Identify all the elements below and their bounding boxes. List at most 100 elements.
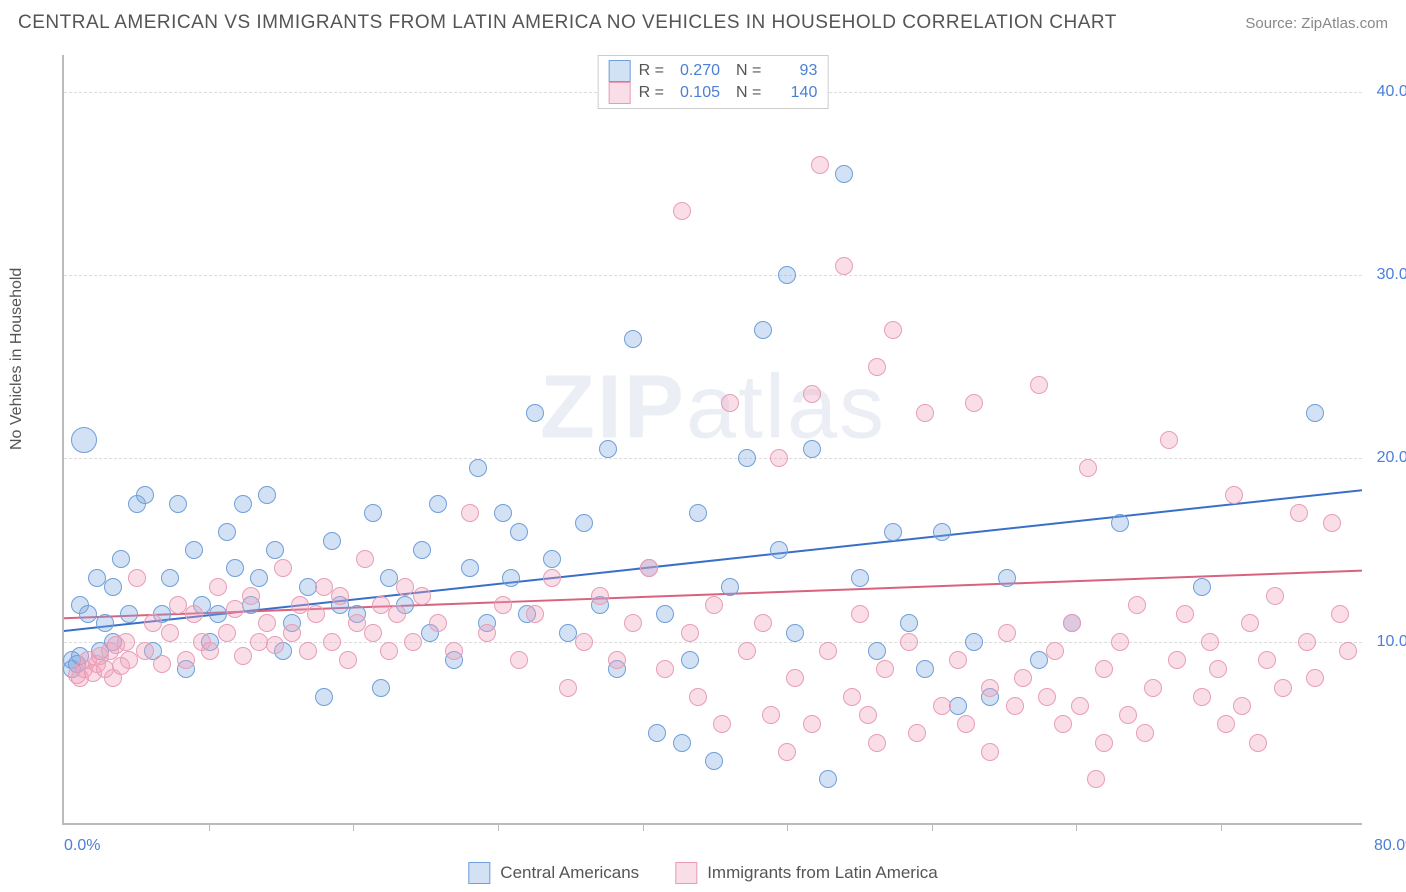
- data-point: [234, 495, 252, 513]
- data-point: [1095, 734, 1113, 752]
- data-point: [1014, 669, 1032, 687]
- data-point: [575, 514, 593, 532]
- data-point: [404, 633, 422, 651]
- data-point: [721, 394, 739, 412]
- data-point: [461, 504, 479, 522]
- data-point: [1038, 688, 1056, 706]
- stat-label-n: N =: [736, 62, 761, 80]
- data-point: [1274, 679, 1292, 697]
- data-point: [396, 578, 414, 596]
- data-point: [250, 633, 268, 651]
- data-point: [323, 532, 341, 550]
- data-point: [88, 569, 106, 587]
- stat-value-n: 93: [769, 62, 817, 80]
- data-point: [543, 550, 561, 568]
- data-point: [673, 202, 691, 220]
- source-label: Source:: [1245, 15, 1297, 32]
- data-point: [1249, 734, 1267, 752]
- data-point: [250, 569, 268, 587]
- data-point: [843, 688, 861, 706]
- x-tick-label: 80.0%: [1374, 837, 1406, 855]
- x-tick-label: 0.0%: [64, 837, 100, 855]
- data-point: [916, 660, 934, 678]
- data-point: [868, 734, 886, 752]
- data-point: [323, 633, 341, 651]
- data-point: [510, 651, 528, 669]
- data-point: [957, 715, 975, 733]
- data-point: [591, 587, 609, 605]
- data-point: [835, 165, 853, 183]
- gridline-h: [64, 458, 1362, 459]
- data-point: [364, 504, 382, 522]
- data-point: [1144, 679, 1162, 697]
- data-point: [900, 633, 918, 651]
- data-point: [705, 752, 723, 770]
- data-point: [1168, 651, 1186, 669]
- data-point: [949, 651, 967, 669]
- legend-label: Immigrants from Latin America: [707, 863, 938, 883]
- data-point: [234, 647, 252, 665]
- data-point: [201, 642, 219, 660]
- data-point: [1298, 633, 1316, 651]
- data-point: [916, 404, 934, 422]
- data-point: [981, 743, 999, 761]
- data-point: [656, 605, 674, 623]
- data-point: [169, 596, 187, 614]
- legend-swatch: [609, 82, 631, 104]
- data-point: [526, 404, 544, 422]
- data-point: [242, 587, 260, 605]
- data-point: [778, 266, 796, 284]
- data-point: [1160, 431, 1178, 449]
- data-point: [908, 724, 926, 742]
- data-point: [819, 770, 837, 788]
- data-point: [608, 651, 626, 669]
- chart-title: CENTRAL AMERICAN VS IMMIGRANTS FROM LATI…: [18, 12, 1117, 34]
- data-point: [770, 541, 788, 559]
- data-point: [226, 600, 244, 618]
- data-point: [998, 569, 1016, 587]
- source-link[interactable]: ZipAtlas.com: [1301, 15, 1388, 32]
- data-point: [413, 541, 431, 559]
- data-point: [640, 559, 658, 577]
- data-point: [161, 569, 179, 587]
- x-tick-mark: [1221, 823, 1222, 831]
- data-point: [1193, 688, 1211, 706]
- data-point: [1006, 697, 1024, 715]
- scatter-plot: ZIPatlas R =0.270N =93R =0.105N =140 10.…: [62, 55, 1362, 825]
- data-point: [469, 459, 487, 477]
- data-point: [1136, 724, 1154, 742]
- data-point: [96, 614, 114, 632]
- data-point: [1323, 514, 1341, 532]
- data-point: [291, 596, 309, 614]
- x-tick-mark: [787, 823, 788, 831]
- data-point: [258, 614, 276, 632]
- data-point: [128, 569, 146, 587]
- data-point: [689, 688, 707, 706]
- stat-value-n: 140: [769, 84, 817, 102]
- legend-swatch: [468, 862, 490, 884]
- data-point: [461, 559, 479, 577]
- data-point: [599, 440, 617, 458]
- data-point: [226, 559, 244, 577]
- data-point: [429, 495, 447, 513]
- data-point: [1331, 605, 1349, 623]
- data-point: [388, 605, 406, 623]
- data-point: [803, 385, 821, 403]
- data-point: [648, 724, 666, 742]
- y-axis-title: No Vehicles in Household: [8, 268, 26, 450]
- data-point: [803, 715, 821, 733]
- data-point: [624, 614, 642, 632]
- data-point: [136, 642, 154, 660]
- data-point: [876, 660, 894, 678]
- y-tick-label: 20.0%: [1377, 449, 1406, 467]
- data-point: [778, 743, 796, 761]
- data-point: [851, 605, 869, 623]
- data-point: [705, 596, 723, 614]
- stat-label-r: R =: [639, 84, 664, 102]
- data-point: [884, 523, 902, 541]
- data-point: [681, 624, 699, 642]
- y-tick-label: 40.0%: [1377, 83, 1406, 101]
- data-point: [656, 660, 674, 678]
- data-point: [754, 321, 772, 339]
- legend-item: Central Americans: [468, 862, 639, 884]
